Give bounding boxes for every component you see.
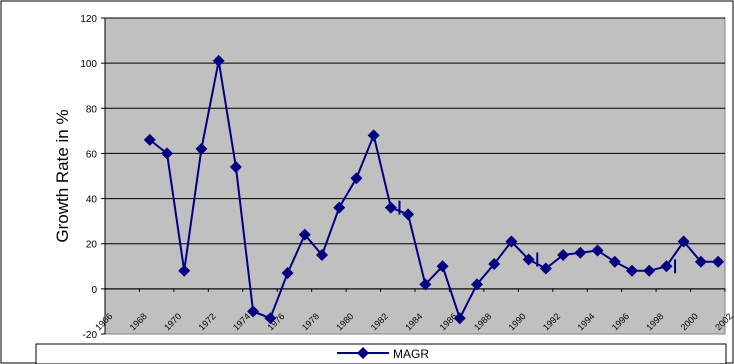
series-line-magr xyxy=(149,59,719,320)
data-point-21 xyxy=(505,235,518,248)
data-point-11 xyxy=(333,201,346,214)
data-point-1 xyxy=(161,147,173,160)
data-point-2 xyxy=(178,264,191,277)
y-tick-label-100: 100 xyxy=(80,59,97,70)
data-point-17 xyxy=(436,260,449,273)
axes xyxy=(104,18,726,334)
data-point-33 xyxy=(712,255,725,268)
y-tick-label--20: -20 xyxy=(83,330,98,341)
data-point-9 xyxy=(298,228,311,241)
y-tick-label-20: 20 xyxy=(86,240,98,251)
data-point-18 xyxy=(453,312,466,325)
data-point-0 xyxy=(143,133,156,146)
plot-area xyxy=(104,17,726,335)
legend-label-magr: MAGR xyxy=(393,347,429,361)
data-point-23 xyxy=(539,262,552,275)
data-point-10 xyxy=(316,249,328,261)
data-point-6 xyxy=(247,305,260,318)
data-point-22 xyxy=(522,253,535,266)
data-point-32 xyxy=(694,255,707,268)
data-point-14 xyxy=(384,201,397,214)
data-point-29 xyxy=(643,264,656,277)
data-point-26 xyxy=(591,244,604,257)
data-point-4 xyxy=(212,54,225,67)
data-point-16 xyxy=(419,278,432,291)
data-point-20 xyxy=(488,258,501,271)
data-point-31 xyxy=(677,235,690,248)
data-point-27 xyxy=(608,255,621,268)
data-point-8 xyxy=(281,267,294,280)
data-point-13 xyxy=(367,129,380,142)
data-point-24 xyxy=(557,249,570,261)
series-layer xyxy=(143,54,725,325)
y-axis-title: Growth Rate in % xyxy=(53,109,72,242)
data-point-12 xyxy=(350,172,363,185)
data-point-19 xyxy=(471,278,483,291)
legend-marker-diamond xyxy=(357,347,369,359)
data-point-30 xyxy=(660,260,673,273)
y-tick-label-80: 80 xyxy=(86,104,98,115)
y-tick-label-40: 40 xyxy=(86,195,98,206)
data-point-3 xyxy=(195,142,208,155)
data-point-5 xyxy=(229,160,242,173)
y-tick-label-120: 120 xyxy=(80,14,97,25)
y-tick-label-60: 60 xyxy=(86,149,98,160)
y-tick-labels: -20 0 20 40 60 80 100 120 xyxy=(80,14,97,341)
data-point-7 xyxy=(264,312,277,325)
data-point-28 xyxy=(626,264,638,277)
legend: MAGR xyxy=(35,343,727,364)
plot-background xyxy=(104,17,726,335)
data-point-25 xyxy=(574,246,587,259)
data-point-15 xyxy=(402,208,415,221)
y-tick-label-0: 0 xyxy=(91,285,97,296)
